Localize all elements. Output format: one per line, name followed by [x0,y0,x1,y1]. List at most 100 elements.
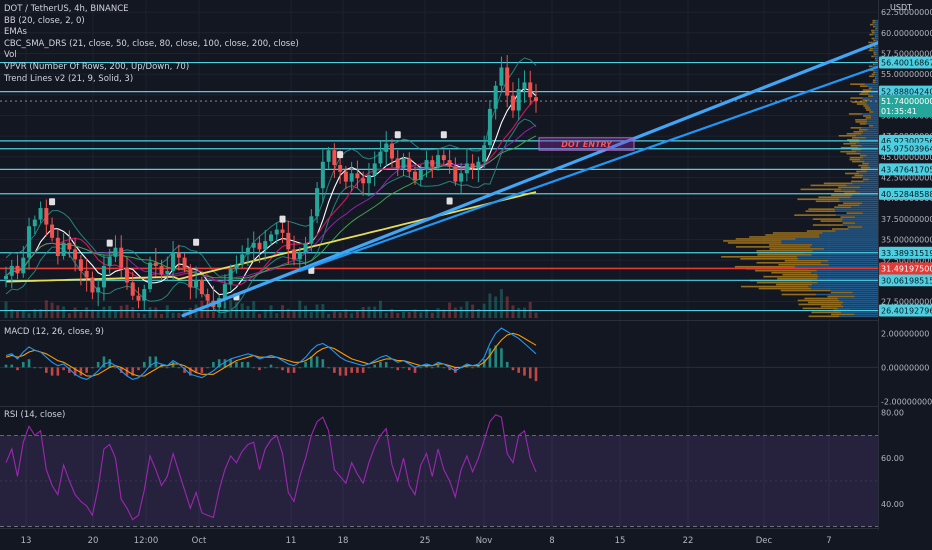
candle-body[interactable] [482,145,487,162]
candle-body[interactable] [90,277,95,293]
candle-body[interactable] [73,249,78,260]
candle-body[interactable] [107,256,112,266]
candle-body[interactable] [470,163,475,169]
candle-body[interactable] [430,160,435,167]
candle-body[interactable] [124,267,129,283]
pane-separators[interactable] [0,0,932,530]
candle-body[interactable] [493,85,498,109]
signal-marker[interactable] [446,197,453,205]
candle-body[interactable] [245,247,250,255]
candle-body[interactable] [205,294,210,301]
candle-body[interactable] [176,252,181,258]
candle-body[interactable] [269,234,273,242]
candle-body[interactable] [171,252,176,271]
candle-body[interactable] [44,208,49,225]
candle-body[interactable] [130,282,135,296]
indicator-trendlines[interactable]: Trend Lines v2 (21, 9, Solid, 3) [4,73,134,84]
candle-body[interactable] [413,171,418,180]
candle-body[interactable] [4,275,8,280]
candle-body[interactable] [459,173,464,182]
candle-body[interactable] [349,173,354,182]
signal-marker[interactable] [49,198,56,206]
candle-body[interactable] [240,254,245,265]
candle-body[interactable] [194,279,199,288]
candle-body[interactable] [315,188,320,217]
candle-body[interactable] [534,97,538,102]
candle-body[interactable] [499,67,504,86]
candle-body[interactable] [274,229,279,235]
candle-body[interactable] [378,151,383,164]
candle-body[interactable] [361,178,366,184]
candle-body[interactable] [436,155,441,167]
price-pane[interactable] [4,55,538,314]
candle-body[interactable] [21,257,26,274]
trendlines[interactable] [181,41,880,318]
candle-body[interactable] [9,265,14,276]
candle-body[interactable] [355,173,360,179]
entry-box[interactable] [538,137,635,151]
candle-body[interactable] [343,171,348,182]
rsi-title[interactable]: RSI (14, close) [4,410,66,420]
candle-body[interactable] [441,155,446,161]
indicator-vol[interactable]: Vol [4,50,17,61]
indicator-cbc-sma[interactable]: CBC_SMA_DRS (21, close, 50, close, 80, c… [4,38,299,49]
signal-marker[interactable] [440,131,447,139]
candle-body[interactable] [528,82,533,98]
candle-body[interactable] [188,267,193,288]
candle-body[interactable] [424,160,429,171]
trendline-thin[interactable] [298,65,880,272]
candle-body[interactable] [292,249,297,260]
candle-body[interactable] [182,257,187,268]
candle-body[interactable] [338,165,343,172]
candle-body[interactable] [453,166,458,182]
candle-body[interactable] [27,226,32,258]
candle-body[interactable] [280,229,285,233]
candle-body[interactable] [78,259,83,271]
candle-body[interactable] [297,252,302,260]
symbol-title[interactable]: DOT / TetherUS, 4h, BINANCE [4,4,129,14]
candle-body[interactable] [15,265,20,274]
candle-body[interactable] [119,247,124,268]
candle-body[interactable] [372,163,377,175]
candle-body[interactable] [101,265,106,288]
candle-body[interactable] [257,242,262,250]
macd-line[interactable] [5,327,537,380]
signal-marker[interactable] [308,266,315,274]
indicator-vpvr[interactable]: VPVR (Number Of Rows, 200, Up/Down, 70) [4,61,190,72]
candle-body[interactable] [96,287,101,293]
candle-body[interactable] [153,262,158,266]
candle-body[interactable] [522,82,527,90]
macd-title[interactable]: MACD (12, 26, close, 9) [4,327,104,337]
candle-body[interactable] [510,95,515,111]
candle-body[interactable] [303,243,308,253]
candle-body[interactable] [505,67,510,96]
candle-body[interactable] [55,237,60,256]
candle-body[interactable] [199,279,204,295]
candle-body[interactable] [113,247,118,257]
candle-body[interactable] [447,160,452,167]
candle-body[interactable] [366,174,371,184]
candle-body[interactable] [61,242,66,256]
candle-body[interactable] [84,270,89,278]
candle-body[interactable] [148,262,153,290]
candle-body[interactable] [384,143,389,152]
candle-body[interactable] [418,170,423,180]
candle-body[interactable] [67,242,72,250]
signal-marker[interactable] [106,239,113,247]
candle-body[interactable] [320,161,325,189]
rsi-pane[interactable] [0,414,878,527]
time-scale[interactable]: 13 20 12:00 Oct 11 18 25 Nov 8 15 22 Dec 7 [21,536,832,546]
candle-body[interactable] [464,163,469,174]
candle-body[interactable] [228,269,233,285]
candle-body[interactable] [136,295,141,301]
candle-body[interactable] [38,208,43,220]
candle-body[interactable] [50,224,55,238]
candle-body[interactable] [142,289,147,301]
candle-body[interactable] [251,242,256,248]
candle-body[interactable] [159,265,164,275]
indicator-emas[interactable]: EMAs [4,27,27,38]
candle-body[interactable] [286,232,291,250]
candle-body[interactable] [165,270,170,275]
